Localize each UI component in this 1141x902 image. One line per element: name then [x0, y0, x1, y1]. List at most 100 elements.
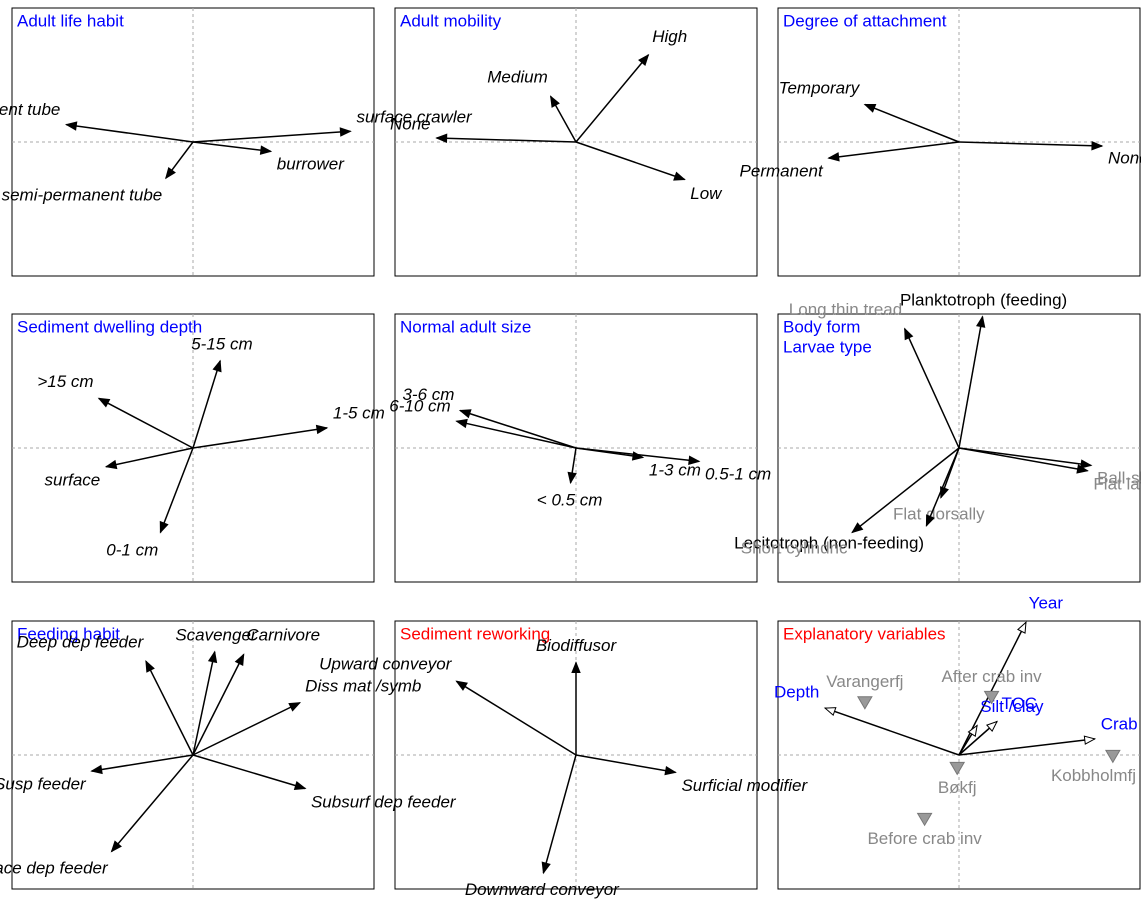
arrow [575, 141, 685, 181]
arrowhead [827, 152, 840, 162]
arrow [192, 702, 301, 756]
arrow-label: Year [1029, 593, 1064, 612]
point-marker [949, 761, 966, 776]
arrowhead [104, 459, 118, 470]
arrow [105, 447, 194, 468]
arrowhead [571, 661, 581, 674]
arrow-label: 1-3 cm [649, 461, 701, 480]
arrow-label: >15 cm [37, 372, 93, 391]
arrow-label: 0.5-1 cm [705, 465, 771, 484]
arrow [958, 622, 1027, 756]
arrow-label: permanent tube [0, 100, 60, 119]
arrow [192, 141, 271, 153]
arrow [828, 141, 960, 159]
arrow [925, 447, 960, 527]
arrowhead [1083, 735, 1097, 745]
arrow [459, 409, 577, 449]
arrowhead [823, 707, 837, 717]
panel-title: Body form [783, 317, 860, 336]
panel: Adult life habit permanent tube surface cr… [0, 7, 473, 277]
arrow-label: Scavenger [175, 625, 258, 644]
arrow [542, 754, 577, 874]
arrowhead [293, 780, 307, 791]
arrowhead [110, 840, 122, 853]
arrow-label: Medium [487, 68, 547, 87]
panel: Adult mobility High Medium None Low [390, 7, 758, 277]
arrowhead [976, 315, 986, 328]
arrowhead [259, 145, 273, 155]
arrowhead [339, 127, 352, 137]
point-label: Before crab inv [867, 829, 982, 848]
arrowhead [97, 397, 111, 408]
arrow-label: Deep dep feeder [17, 632, 145, 651]
arrow [851, 447, 960, 534]
arrow-label: High [652, 27, 687, 46]
arrowhead [455, 418, 468, 429]
arrow-label: Long thin tread [789, 300, 902, 319]
arrow-label: None [1108, 149, 1141, 168]
arrow [159, 447, 194, 533]
arrow-label: Depth [774, 683, 819, 702]
arrowhead [1080, 459, 1093, 469]
arrow [456, 680, 577, 756]
arrow [958, 447, 1092, 467]
panel-title: Larvae type [783, 337, 872, 356]
arrow-label: None [390, 114, 431, 133]
arrowhead [458, 409, 472, 419]
arrowhead [145, 659, 155, 673]
arrow-label: TOC [1002, 694, 1038, 713]
arrow-label: 0-1 cm [106, 541, 158, 560]
arrow [958, 316, 984, 449]
arrowhead [688, 455, 701, 465]
arrow [110, 754, 194, 852]
point-label: Varangerfj [826, 672, 903, 691]
arrow [456, 420, 577, 449]
arrow [575, 754, 676, 774]
arrowhead [863, 103, 877, 113]
panel: Normal adult size 3-6 cm6-10 cm 0.5-1 cm1-… [389, 313, 771, 583]
arrowhead [64, 121, 78, 131]
arrowhead [985, 720, 999, 732]
arrow [436, 137, 577, 143]
arrowhead [212, 359, 222, 373]
arrowhead [673, 171, 686, 181]
arrow-label: burrower [277, 155, 345, 174]
arrow-label: Susp feeder [0, 775, 87, 794]
arrowhead [234, 653, 245, 667]
arrow [864, 103, 960, 143]
arrow [192, 130, 351, 143]
arrow-label: Downward conveyor [465, 880, 620, 899]
arrow [66, 123, 194, 143]
panel-title: Sediment reworking [400, 624, 550, 643]
arrow-label: Surficial modifier [681, 776, 808, 795]
arrow [192, 651, 216, 756]
arrow-label: Diss mat /symb [305, 677, 421, 696]
arrow-label: Ball-shaped [1097, 469, 1141, 488]
arrow-label: Permanent [740, 161, 824, 180]
arrow-label: Surface dep feeder [0, 859, 109, 878]
arrowhead [851, 522, 864, 534]
arrowhead [925, 514, 935, 527]
arrow-label: Planktotroph (feeding) [900, 290, 1067, 309]
arrow-label: < 0.5 cm [537, 490, 603, 509]
panel: Degree of attachment Temporary None Permane… [740, 7, 1141, 277]
arrow-label: Upward conveyor [319, 655, 453, 674]
panel-title: Degree of attachment [783, 11, 947, 30]
arrow-label: Flat laterally [1093, 474, 1141, 493]
arrow [958, 141, 1103, 147]
arrow [192, 754, 306, 790]
arrow-label: Silt /clay [980, 697, 1044, 716]
arrowhead [435, 133, 448, 144]
point-marker [857, 696, 873, 710]
arrow-label: surface crawler [356, 107, 473, 126]
arrow [824, 707, 960, 756]
arrow [145, 660, 194, 756]
arrow [192, 654, 245, 756]
arrow [192, 360, 221, 449]
point-label: Bøkfj [938, 778, 977, 797]
arrowhead [550, 95, 560, 108]
